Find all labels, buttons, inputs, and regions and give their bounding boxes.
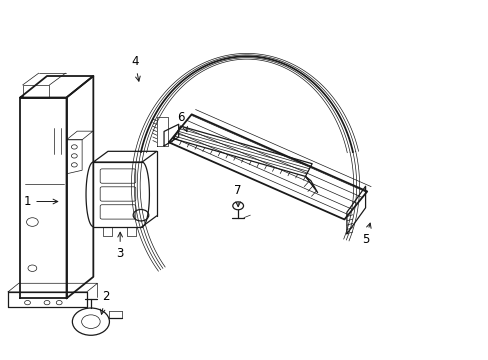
- Text: 5: 5: [361, 223, 370, 246]
- Text: 6: 6: [177, 111, 187, 132]
- Text: 2: 2: [100, 290, 109, 314]
- Text: 7: 7: [234, 184, 242, 207]
- Text: 4: 4: [131, 55, 140, 81]
- Text: 1: 1: [24, 195, 58, 208]
- Text: 3: 3: [116, 232, 123, 260]
